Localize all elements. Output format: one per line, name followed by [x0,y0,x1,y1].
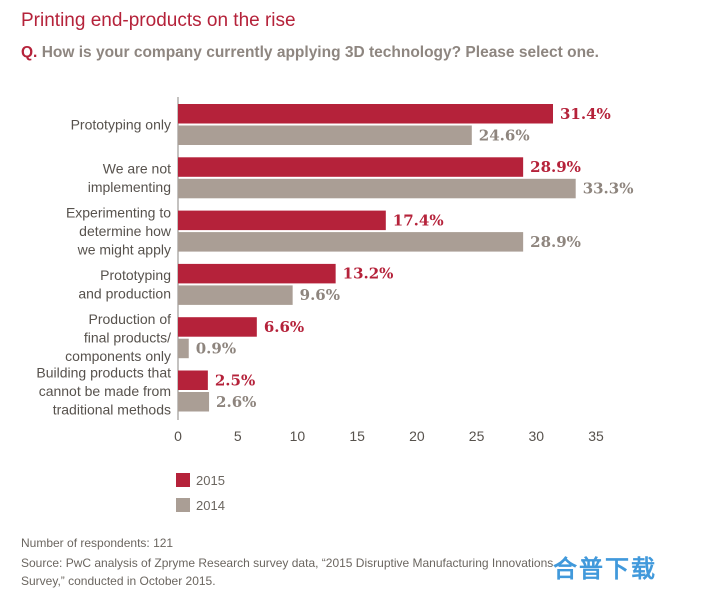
question-text: How is your company currently applying 3… [41,44,599,61]
data-label-2015: 31.4% [560,105,611,123]
data-label-2014: 33.3% [583,180,634,198]
bar-2015 [178,104,554,124]
bar-2015 [178,210,386,231]
category-label: Prototyping only [71,117,171,133]
category-label: Experimenting to determine how we might ap… [66,205,172,258]
bar-2014 [178,178,576,199]
chart-subtitle: Q. How is your company currently applyin… [21,44,599,62]
category-label: Building products that cannot be made fro… [36,365,171,418]
source-line-2: Survey,” conducted in October 2015. [21,574,216,588]
bar-2014 [178,285,293,305]
bar-2015 [178,157,524,177]
category-label: Prototyping and production [78,267,171,302]
x-tick-label: 10 [290,428,306,444]
data-label-2015: 6.6% [264,318,304,336]
bar-2015 [178,370,208,390]
chart-title: Printing end-products on the rise [21,10,296,31]
bar-2014 [178,232,524,252]
question-prefix: Q. [21,44,38,61]
data-label-2014: 28.9% [530,233,581,251]
data-label-2014: 24.6% [479,126,530,144]
legend-label-2015: 2015 [196,473,225,488]
data-label-2015: 13.2% [343,265,394,283]
x-tick-label: 30 [528,428,544,444]
bar-2014 [178,338,189,359]
legend-label-2014: 2014 [196,498,225,513]
bar-2015 [178,317,257,337]
category-label: We are not implementing [88,161,171,196]
data-label-2015: 2.5% [215,371,255,389]
data-label-2014: 0.9% [196,339,236,357]
x-tick-label: 35 [588,428,604,444]
bar-2014 [178,392,210,412]
respondents-note: Number of respondents: 121 [21,536,174,550]
legend-swatch-2015 [176,473,190,487]
x-tick-label: 0 [174,428,182,444]
data-label-2014: 9.6% [300,286,340,304]
x-tick-label: 25 [469,428,485,444]
bar-2015 [178,263,336,284]
x-tick-label: 5 [234,428,242,444]
data-label-2015: 17.4% [393,211,444,229]
x-tick-label: 20 [409,428,425,444]
data-label-2015: 28.9% [530,158,581,176]
source-line-1: Source: PwC analysis of Zpryme Research … [21,556,554,570]
legend-swatch-2014 [176,498,190,512]
data-label-2014: 2.6% [216,393,256,411]
category-label: Production of final products/components o… [65,311,171,364]
x-tick-label: 15 [349,428,365,444]
bar-2014 [178,125,472,145]
watermark-logo: 合普下载 [553,555,657,583]
